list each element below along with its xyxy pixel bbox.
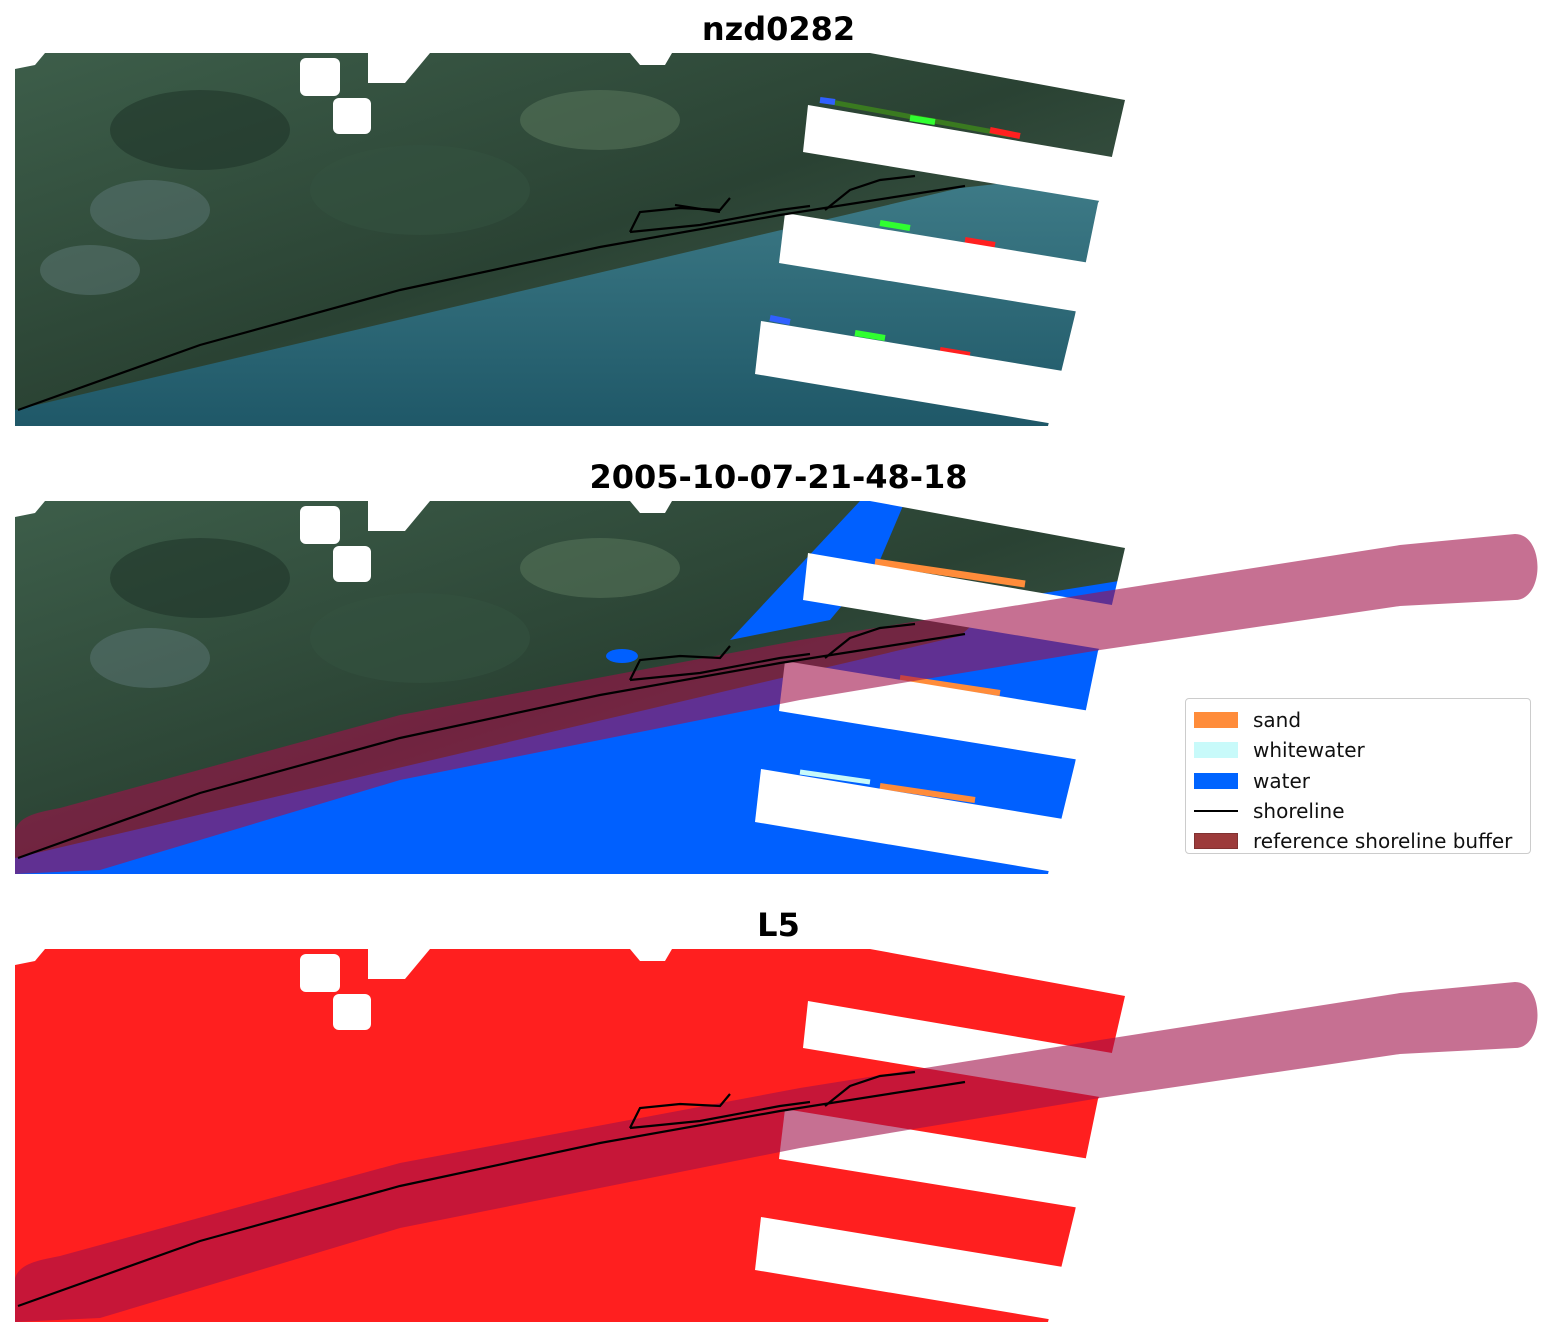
shoreline-swatch-icon: [1194, 810, 1238, 813]
legend-entry-water: water: [1194, 766, 1530, 796]
whitewater-class-strip: [799, 769, 871, 785]
shoreline-line-2: [17, 622, 966, 860]
legend-label: reference shoreline buffer: [1253, 829, 1513, 854]
legend-entry-shoreline: shoreline: [1194, 796, 1530, 826]
legend-label: sand: [1253, 708, 1302, 733]
shoreline-line-1: [17, 174, 966, 412]
legend-label: shoreline: [1253, 799, 1345, 824]
panel-title-image: nzd0282: [701, 10, 856, 48]
legend-label: whitewater: [1253, 738, 1365, 763]
reference-buffer-3: [15, 982, 1538, 1322]
panel-title-mask: L5: [757, 906, 800, 944]
legend-entry-whitewater: whitewater: [1194, 735, 1530, 765]
legend-label: water: [1253, 768, 1310, 793]
buffer-swatch-icon: [1194, 833, 1238, 850]
water-swatch-icon: [1194, 772, 1238, 789]
shoreline-line-3: [17, 1070, 966, 1308]
panel-title-classified: 2005-10-07-21-48-18: [589, 458, 968, 496]
rgb-image-panel: [15, 53, 1125, 426]
legend-entry-sand: sand: [1194, 705, 1530, 735]
sand-class-strip: [874, 558, 1026, 588]
legend-entry-reference-buffer: reference shoreline buffer: [1194, 826, 1530, 856]
sand-swatch-icon: [1194, 712, 1238, 729]
reference-buffer-2: [15, 534, 1538, 874]
legend: sand whitewater water shoreline referenc…: [1185, 698, 1531, 854]
whitewater-swatch-icon: [1194, 742, 1238, 759]
